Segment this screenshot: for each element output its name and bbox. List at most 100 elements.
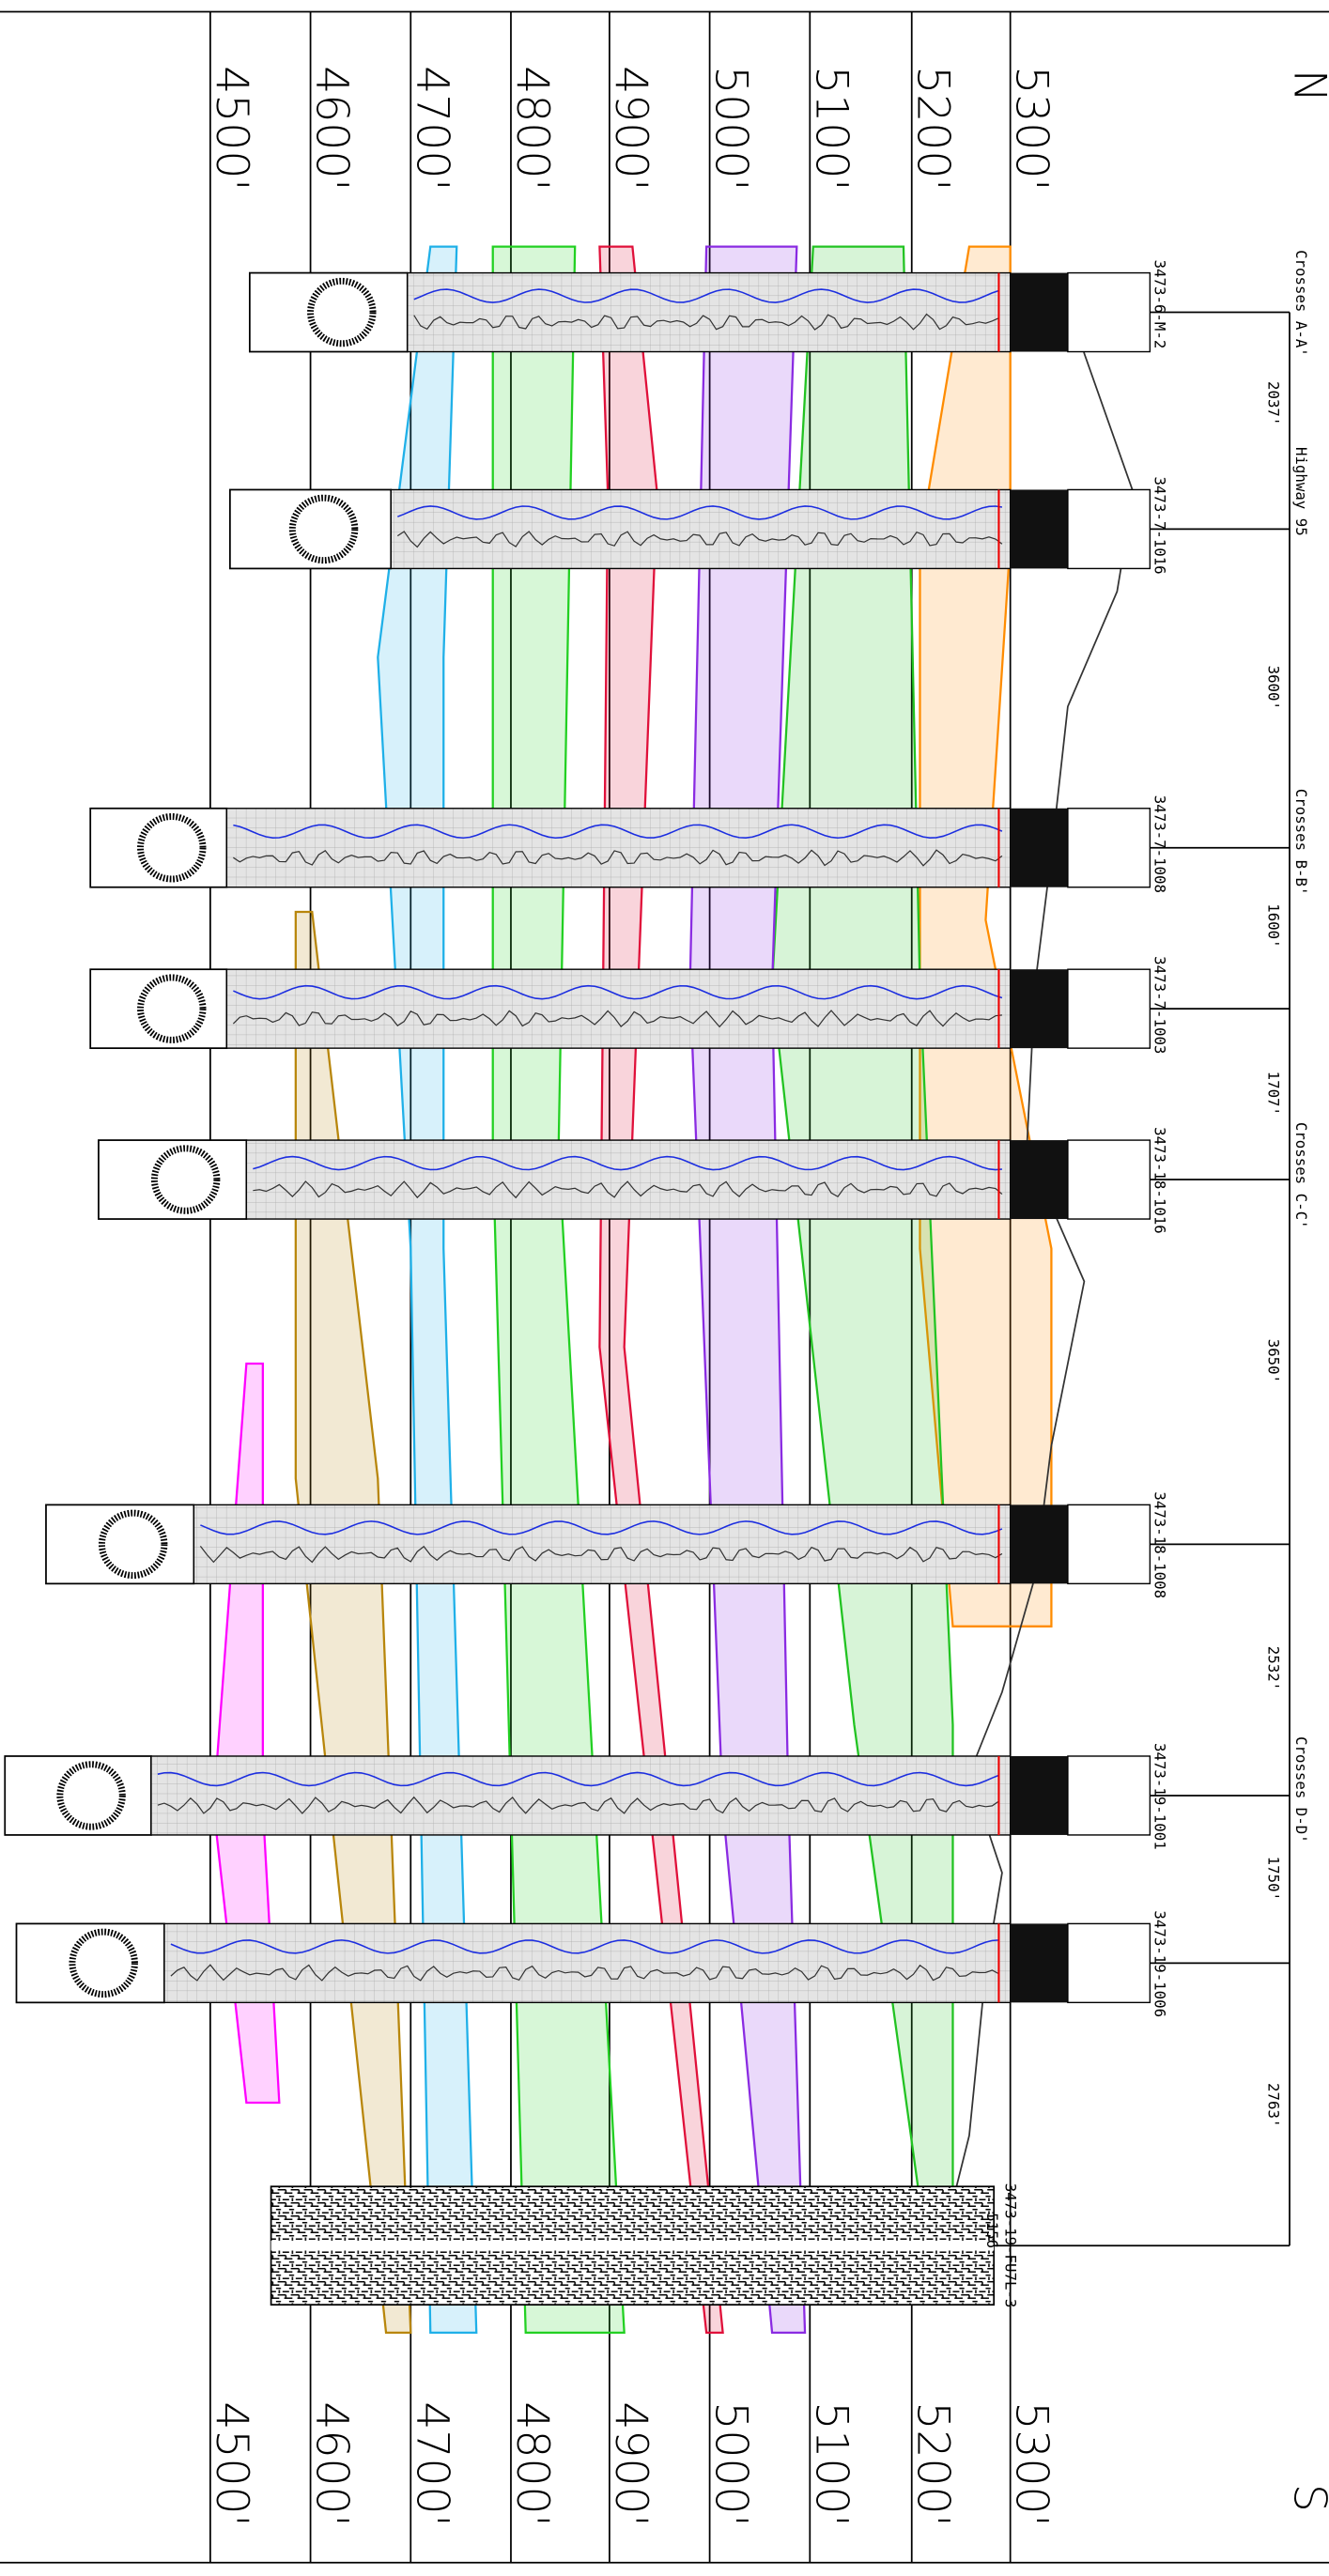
log-curve-black: [170, 1964, 999, 1982]
elevation-label-bottom: 4700': [406, 2401, 457, 2526]
elevation-label-top: 5300': [1006, 66, 1058, 191]
distance-label: 2763': [1264, 2083, 1282, 2127]
well-data-box: [1067, 1504, 1151, 1585]
log-curve-blue: [396, 505, 1003, 520]
elevation-label-top: 4800': [506, 66, 558, 191]
distance-label: 1750': [1264, 1857, 1282, 1901]
log-curve-black: [199, 1545, 1003, 1564]
crossing-label: Crosses B-B': [1292, 789, 1310, 896]
well: 3473-6-M-2: [248, 260, 1290, 353]
elevation-label-top: 4900': [605, 66, 657, 191]
well-name: 3473-19-1006: [1151, 1910, 1169, 2017]
well-data-box: [1067, 968, 1151, 1049]
log-curve-black: [233, 849, 1003, 867]
log-track: [225, 968, 1012, 1049]
log-curve-black: [253, 1180, 1003, 1199]
rose-diagram: [69, 1928, 138, 1998]
well-data-box: [1067, 271, 1151, 353]
lithology-column: [1010, 1504, 1068, 1584]
north-label: N: [1283, 69, 1329, 102]
well-data-box: [1067, 488, 1151, 570]
lithology-column: [1010, 272, 1068, 352]
well: 3473-7-1008: [89, 795, 1290, 893]
lithology-column: [1010, 1140, 1068, 1220]
log-curve-blue: [413, 288, 999, 303]
rose-diagram: [56, 1761, 126, 1830]
elevation-label-top: 4600': [306, 66, 358, 191]
rose-diagram: [137, 813, 207, 883]
log-curve-blue: [170, 1939, 999, 1954]
elevation-label-top: 4700': [406, 66, 457, 191]
log-track: [163, 1922, 1012, 2004]
well: 3473-7-1016: [228, 476, 1290, 575]
elevation-label-bottom: 5100': [805, 2401, 857, 2526]
lithology-column: [1010, 1923, 1068, 2003]
rose-diagram: [98, 1509, 168, 1580]
log-track: [245, 1139, 1012, 1220]
log-track: [390, 488, 1012, 570]
well-name: 3473-7-1008: [1151, 795, 1169, 893]
log-track: [407, 271, 1012, 353]
well-name: 3473-7-1003: [1151, 956, 1169, 1054]
elevation-label-bottom: 4600': [306, 2401, 358, 2526]
log-curve-blue: [233, 984, 1003, 1000]
well-name: 3473-18-1008: [1151, 1491, 1169, 1598]
well-data-box: [1067, 1755, 1151, 1836]
lithology-column: [1010, 969, 1068, 1049]
crossing-label: Highway 95: [1292, 447, 1310, 536]
well: 3473-19-1006: [15, 1910, 1290, 2017]
distance-label: 2532': [1264, 1646, 1282, 1690]
distance-label: 1600': [1264, 903, 1282, 948]
elevation-label-top: 5100': [805, 66, 857, 191]
log-curve-black: [396, 531, 1003, 548]
well-name: 3473-6-M-2: [1151, 260, 1169, 349]
well-data-box: [1067, 808, 1151, 888]
elevation-label-bottom: 4900': [605, 2401, 657, 2526]
correlation-band: [919, 245, 1053, 1627]
log-curve-black: [157, 1796, 999, 1814]
rose-diagram: [150, 1145, 221, 1214]
well-data-box: [1067, 1139, 1151, 1220]
distance-label: 3600': [1264, 666, 1282, 710]
well: 3473-18-1008: [45, 1491, 1290, 1598]
log-track: [150, 1755, 1012, 1836]
elevation-label-top: 5200': [907, 66, 959, 191]
distance-label: 2037': [1264, 381, 1282, 425]
lithology-column: [1010, 1755, 1068, 1835]
elevation-label-bottom: 4800': [506, 2401, 558, 2526]
crossing-label: Crosses C-C': [1292, 1122, 1310, 1229]
well-name: 3473-18-1016: [1151, 1127, 1169, 1234]
lithology-column: [1010, 808, 1068, 887]
well-data-box: [1067, 1922, 1151, 2004]
log-curve-black: [413, 313, 999, 331]
distance-label: 1707': [1264, 1072, 1282, 1116]
elevation-label-bottom: 4500': [206, 2401, 257, 2526]
log-curve-blue: [157, 1771, 999, 1787]
well-name: 3473-19-FU7L-3: [1001, 2183, 1019, 2308]
distance-label: 3650': [1264, 1339, 1282, 1383]
well-note: 5156: [983, 2213, 1001, 2248]
elevation-label-bottom: 5300': [1006, 2401, 1058, 2526]
well-name: 3473-7-1016: [1151, 476, 1169, 574]
well: 3473-7-1003: [89, 956, 1290, 1054]
elevation-label-top: 5000': [705, 66, 757, 191]
crossing-label: Crosses D-D': [1292, 1736, 1310, 1843]
crossing-label: Crosses A-A': [1292, 250, 1310, 357]
elevation-label-bottom: 5000': [705, 2401, 757, 2526]
lithology-column: [1010, 489, 1068, 569]
well: 3473-18-1016: [98, 1127, 1290, 1234]
log-curve-blue: [233, 824, 1003, 840]
rose-diagram: [288, 494, 359, 564]
core-log-center: [270, 2240, 995, 2251]
log-curve-blue: [200, 1520, 1003, 1535]
rose-diagram: [307, 277, 377, 347]
well: 3473-19-1001: [4, 1743, 1290, 1850]
well-name: 3473-19-1001: [1151, 1743, 1169, 1850]
log-curve-black: [232, 1010, 1003, 1028]
log-track: [193, 1504, 1012, 1585]
log-curve-blue: [253, 1155, 1003, 1171]
